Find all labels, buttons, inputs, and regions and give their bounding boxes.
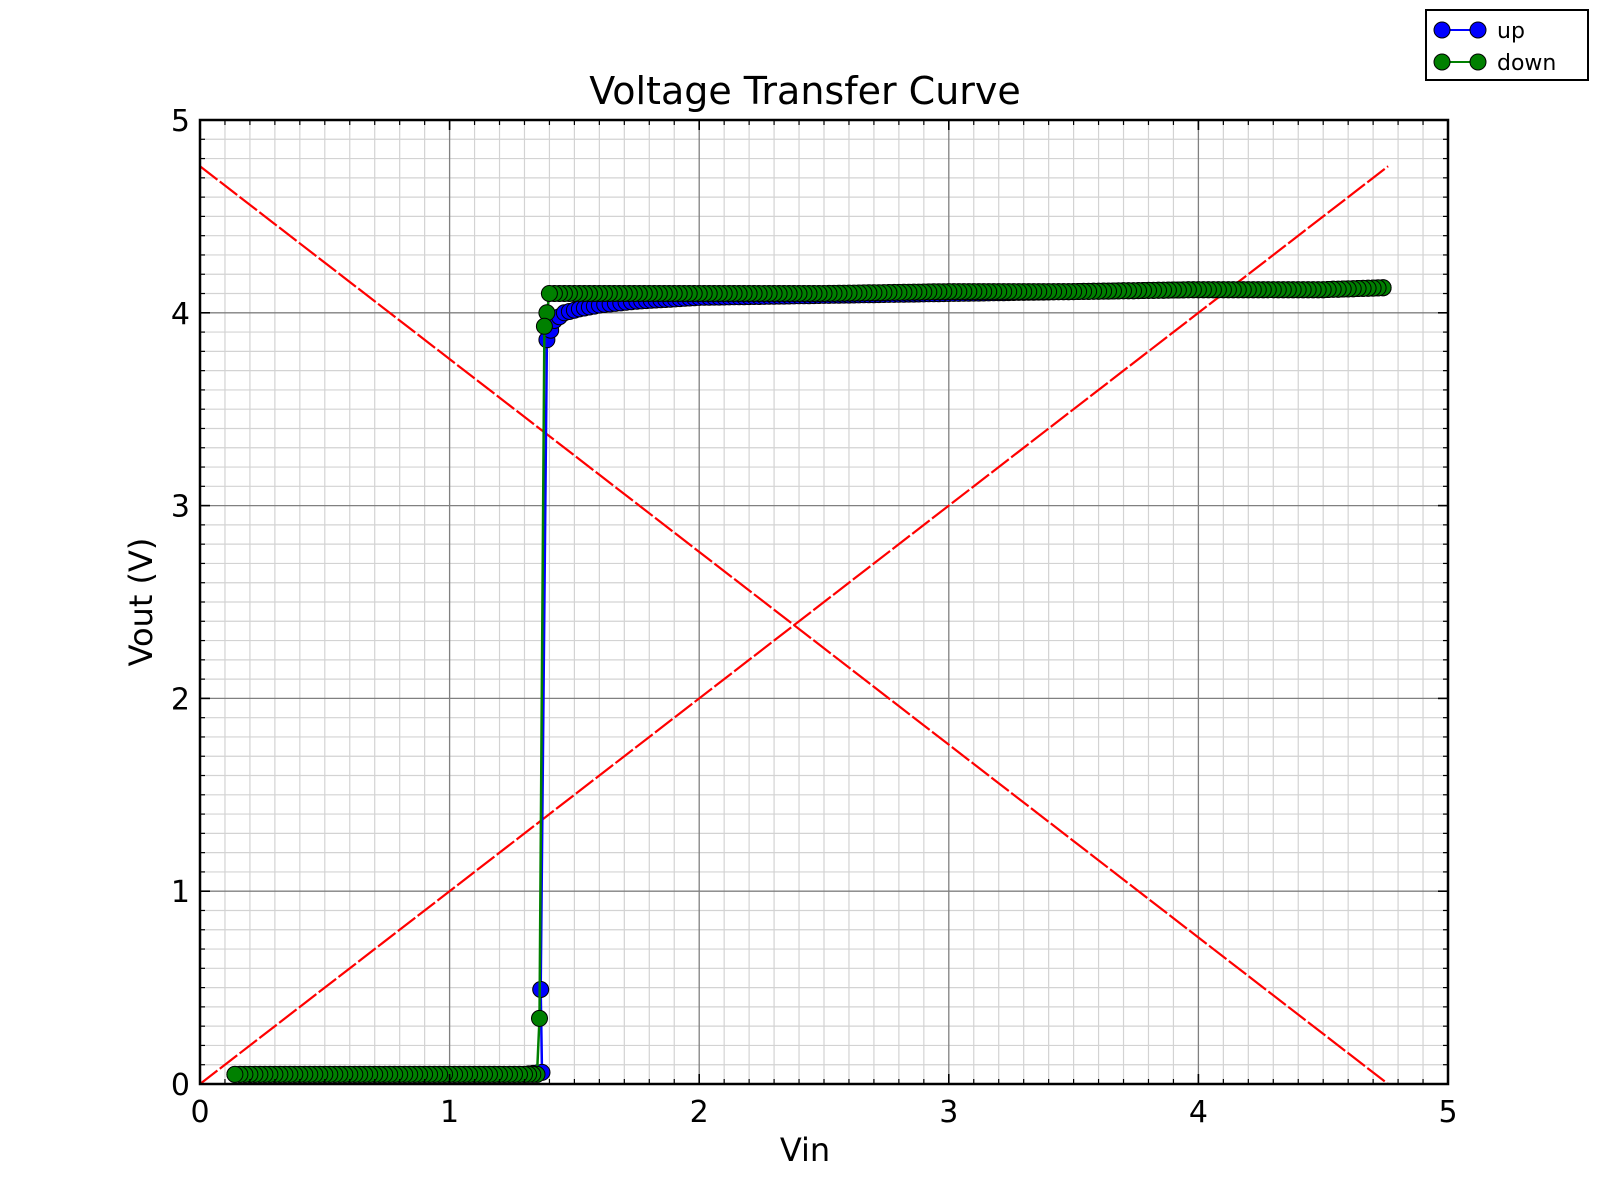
legend-box <box>1425 9 1589 81</box>
legend-up-marker-1 <box>1433 21 1451 39</box>
series-up <box>226 279 1392 1083</box>
reference-lines <box>199 165 1389 1085</box>
legend-up-marker-2 <box>1469 21 1487 39</box>
x-tick-label: 1 <box>440 1095 459 1130</box>
major-grid <box>200 120 1448 1084</box>
y-tick-label: 4 <box>171 297 190 332</box>
y-tick-label: 1 <box>171 875 190 910</box>
legend-up-label: up <box>1497 19 1525 44</box>
legend-down-marker-1 <box>1433 53 1451 71</box>
x-axis-label: Vin <box>780 1131 830 1169</box>
point-down <box>226 1065 244 1083</box>
x-tick-label: 0 <box>190 1095 209 1130</box>
y-tick-label: 5 <box>171 104 190 139</box>
series-layer <box>226 279 1392 1083</box>
legend: up down <box>1425 9 1589 81</box>
reference-line-2 <box>199 165 1389 1085</box>
y-tick-label: 0 <box>171 1068 190 1103</box>
legend-down-label: down <box>1497 51 1556 76</box>
point-down <box>531 1009 548 1027</box>
chart-title: Voltage Transfer Curve <box>589 69 1021 113</box>
x-tick-label: 3 <box>939 1095 958 1130</box>
point-down <box>535 317 553 335</box>
y-axis-label: Vout (V) <box>122 538 160 667</box>
minor-grid <box>200 120 1448 1084</box>
series-down <box>226 279 1392 1083</box>
legend-down-marker-2 <box>1469 53 1487 71</box>
series-line-up <box>234 286 1384 1076</box>
point-down <box>540 285 558 302</box>
y-tick-label: 2 <box>171 682 190 717</box>
series-line-down <box>234 286 1384 1076</box>
axis-ticks <box>199 119 1449 1085</box>
x-tick-label: 5 <box>1438 1095 1457 1130</box>
x-tick-label: 2 <box>690 1095 709 1130</box>
y-tick-label: 3 <box>171 490 190 525</box>
tick-labels: 0 1 2 3 4 5 0 1 2 3 4 5 <box>171 104 1458 1130</box>
x-tick-label: 4 <box>1189 1095 1208 1130</box>
